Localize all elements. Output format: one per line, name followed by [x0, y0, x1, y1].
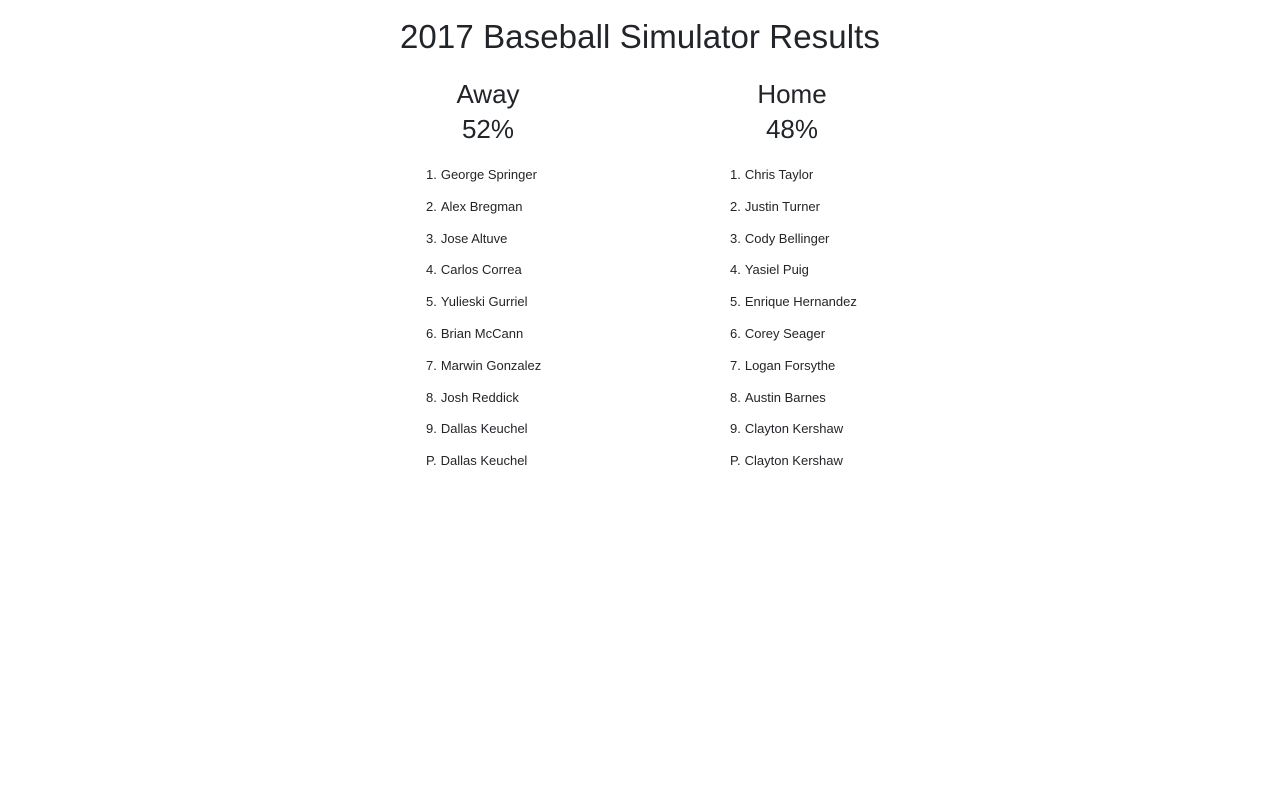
lineup-item: 7. Marwin Gonzalez	[426, 356, 541, 388]
lineup-slot: 6.	[730, 325, 741, 341]
lineup-slot: 5.	[730, 294, 741, 310]
home-team-label: Home	[757, 79, 827, 109]
player-name: Logan Forsythe	[744, 357, 836, 373]
lineup-item: 1. George Springer	[426, 165, 541, 197]
lineup-slot: 7.	[426, 357, 437, 373]
player-name: Marwin Gonzalez	[440, 357, 542, 373]
player-name: Carlos Correa	[440, 262, 522, 278]
lineup-slot: 7.	[730, 357, 741, 373]
lineup-slot: 1.	[730, 167, 741, 182]
lineup-item: P. Clayton Kershaw	[730, 451, 857, 483]
lineup-slot: 1.	[426, 167, 437, 182]
player-name: Clayton Kershaw	[744, 421, 844, 437]
player-name: Justin Turner	[744, 198, 820, 214]
away-team-header: Away 52%	[336, 76, 640, 146]
player-name: Corey Seager	[744, 325, 826, 341]
player-name: George Springer	[440, 167, 537, 182]
away-win-percentage: 52%	[461, 114, 515, 144]
lineup-slot: 4.	[426, 262, 437, 278]
lineup-item: 5. Yulieski Gurriel	[426, 292, 541, 324]
lineup-slot: 5.	[426, 294, 437, 310]
lineup-slot: 8.	[426, 389, 437, 405]
lineup-slot: 3.	[730, 230, 741, 246]
lineup-item: 8. Josh Reddick	[426, 388, 541, 420]
player-name: Enrique Hernandez	[744, 294, 857, 310]
lineup-item: P. Dallas Keuchel	[426, 451, 541, 483]
lineup-slot: 2.	[730, 198, 741, 214]
player-name: Chris Taylor	[744, 167, 814, 182]
lineup-item: 4. Yasiel Puig	[730, 260, 857, 292]
lineup-slot: 8.	[730, 389, 741, 405]
lineup-item: 1. Chris Taylor	[730, 165, 857, 197]
lineup-item: 9. Clayton Kershaw	[730, 419, 857, 451]
home-team-header: Home 48%	[640, 76, 944, 146]
lineup-slot: P.	[730, 453, 741, 469]
lineup-slot: 2.	[426, 198, 437, 214]
lineup-slot: 6.	[426, 325, 437, 341]
lineup-slot: 4.	[730, 262, 741, 278]
player-name: Alex Bregman	[440, 198, 523, 214]
lineup-slot: P.	[426, 453, 437, 469]
player-name: Josh Reddick	[440, 389, 519, 405]
player-name: Cody Bellinger	[744, 230, 830, 246]
player-name: Jose Altuve	[440, 230, 508, 246]
player-name: Clayton Kershaw	[744, 453, 843, 469]
home-team-column: Home 48% 1. Chris Taylor 2. Justin Turner …	[640, 76, 944, 468]
lineup-item: 7. Logan Forsythe	[730, 356, 857, 388]
lineup-slot: 9.	[426, 421, 437, 437]
player-name: Yulieski Gurriel	[440, 294, 528, 310]
away-team-column: Away 52% 1. George Springer 2. Alex Bregma…	[336, 76, 640, 468]
page-title: 2017 Baseball Simulator Results	[399, 18, 881, 55]
home-lineup-list: 1. Chris Taylor 2. Justin Turner 3. Cody Be…	[730, 165, 857, 483]
lineup-item: 4. Carlos Correa	[426, 260, 541, 292]
lineup-item: 2. Alex Bregman	[426, 197, 541, 229]
lineup-item: 8. Austin Barnes	[730, 388, 857, 420]
lineup-slot: 3.	[426, 230, 437, 246]
lineup-item: 2. Justin Turner	[730, 197, 857, 229]
away-lineup-list: 1. George Springer 2. Alex Bregman 3. Jose …	[426, 165, 541, 483]
home-win-percentage: 48%	[765, 114, 819, 144]
away-team-label: Away	[456, 79, 520, 109]
player-name: Yasiel Puig	[744, 262, 809, 278]
lineup-slot: 9.	[730, 421, 741, 437]
player-name: Dallas Keuchel	[440, 421, 528, 437]
lineup-item: 3. Jose Altuve	[426, 229, 541, 261]
lineup-item: 6. Corey Seager	[730, 324, 857, 356]
player-name: Dallas Keuchel	[440, 453, 528, 469]
lineup-item: 5. Enrique Hernandez	[730, 292, 857, 324]
lineup-item: 3. Cody Bellinger	[730, 229, 857, 261]
player-name: Austin Barnes	[744, 389, 826, 405]
lineup-item: 6. Brian McCann	[426, 324, 541, 356]
lineup-item: 9. Dallas Keuchel	[426, 419, 541, 451]
player-name: Brian McCann	[440, 325, 524, 341]
